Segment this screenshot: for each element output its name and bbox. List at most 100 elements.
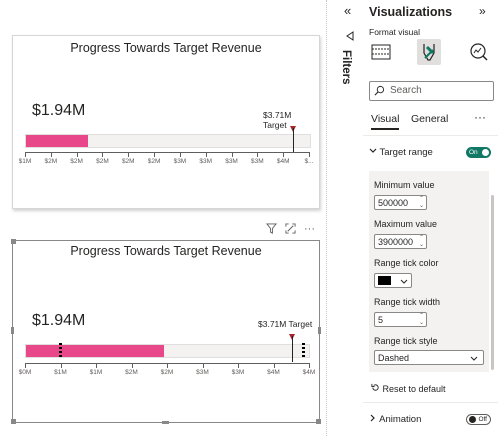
x-axis-tick-label: $1M: [18, 158, 32, 165]
format-visual-icon[interactable]: [417, 39, 441, 65]
tick-color-label: Range tick color: [374, 258, 439, 268]
chart-title: Progress Towards Target Revenue: [70, 244, 262, 258]
analytics-icon[interactable]: [467, 39, 491, 65]
bullet-chart-visual-2[interactable]: Progress Towards Target Revenue $1.94M $…: [11, 239, 321, 424]
resize-handle[interactable]: [316, 419, 321, 424]
search-icon: [374, 85, 385, 99]
build-visual-icon[interactable]: [369, 39, 393, 65]
focus-mode-icon[interactable]: [285, 223, 296, 237]
color-swatch: [378, 276, 391, 285]
bullet-chart-visual-1[interactable]: Progress Towards Target Revenue $1.94M $…: [12, 35, 320, 209]
resize-handle[interactable]: [11, 327, 14, 334]
chart-title: Progress Towards Target Revenue: [70, 41, 262, 55]
pane-scrollbar[interactable]: [491, 195, 494, 370]
target-value-label: $3.71M Target: [258, 319, 313, 329]
min-value-input[interactable]: 500000 ⌃ ⌄: [374, 195, 427, 210]
x-axis-tick: [257, 152, 259, 157]
x-axis-tick-label: $2M: [121, 158, 135, 165]
chevron-down-icon: [400, 277, 408, 287]
actual-bar[interactable]: [26, 345, 164, 357]
actual-bar[interactable]: [26, 135, 88, 147]
pane-title: Visualizations: [369, 5, 453, 19]
x-axis-tick: [238, 363, 239, 368]
search-input[interactable]: Search: [369, 81, 494, 101]
filters-arrow-icon: [345, 28, 354, 46]
chevron-down-icon: [470, 354, 478, 364]
divider: [363, 402, 498, 403]
x-axis-tick: [128, 152, 130, 157]
x-axis-tick: [205, 152, 207, 157]
range-min-tick: [59, 343, 62, 357]
actual-value-label: $1.94M: [32, 312, 86, 329]
max-value-input[interactable]: 3900000 ⌃ ⌄: [374, 234, 427, 249]
reset-to-default-link[interactable]: Reset to default: [371, 383, 446, 394]
target-line: [293, 128, 294, 152]
tick-width-input[interactable]: 5 ⌃ ⌄: [374, 312, 427, 327]
x-axis-tick: [60, 363, 62, 368]
x-axis-tick-label: $4M: [302, 369, 316, 376]
x-axis-tick: [25, 152, 26, 157]
report-canvas: Progress Towards Target Revenue $1.94M $…: [11, 35, 321, 424]
target-value-label: $3.71M Target: [263, 110, 292, 130]
x-axis-tick: [202, 363, 204, 368]
chevron-down-icon: [369, 147, 379, 158]
max-value-label: Maximum value: [374, 219, 438, 229]
x-axis-tick: [273, 363, 275, 368]
actual-value-label: $1.94M: [32, 102, 86, 119]
tick-style-dropdown[interactable]: Dashed: [374, 350, 484, 365]
x-axis-tick-label: $2M: [147, 158, 161, 165]
x-axis-tick-label: $4M: [276, 158, 290, 165]
x-axis-tick-label: $3M: [173, 158, 187, 165]
stepper-icon[interactable]: ⌃ ⌄: [418, 196, 424, 209]
chevron-right-icon: [369, 414, 379, 425]
reset-icon: [371, 383, 383, 394]
target-range-section[interactable]: Target range: [369, 147, 433, 158]
resize-handle[interactable]: [162, 421, 169, 424]
x-axis-tick-label: $0M: [18, 369, 32, 376]
more-options-icon[interactable]: ···: [304, 223, 315, 235]
tab-visual[interactable]: Visual: [371, 113, 400, 130]
x-axis-tick-label: $...: [304, 158, 314, 165]
animation-toggle[interactable]: Off: [466, 414, 491, 425]
x-axis-tick-label: $4M: [267, 369, 280, 376]
x-axis-tick: [96, 363, 97, 368]
collapse-pane-icon[interactable]: »: [479, 4, 486, 18]
x-axis: [25, 152, 309, 153]
stepper-icon[interactable]: ⌃ ⌄: [418, 313, 424, 326]
stepper-icon[interactable]: ⌃ ⌄: [418, 235, 424, 248]
x-axis-tick-label: $1M: [54, 369, 67, 376]
resize-handle[interactable]: [11, 239, 16, 244]
min-value-label: Minimum value: [374, 180, 435, 190]
x-axis-tick: [131, 363, 133, 368]
x-axis-tick: [309, 152, 310, 157]
format-visual-label: Format visual: [369, 27, 421, 37]
resize-handle[interactable]: [318, 327, 321, 334]
x-axis-tick: [154, 152, 156, 157]
x-axis-tick: [167, 363, 168, 368]
x-axis-tick-label: $3M: [231, 369, 245, 376]
target-line: [292, 336, 293, 362]
search-placeholder: Search: [390, 85, 422, 96]
filters-pane-collapsed[interactable]: « Filters: [336, 0, 364, 436]
more-options-icon[interactable]: ···: [474, 110, 486, 124]
x-axis-tick-label: $3M: [225, 158, 238, 165]
tab-general[interactable]: General: [411, 113, 449, 125]
resize-handle[interactable]: [11, 419, 16, 424]
x-axis-tick: [76, 152, 78, 157]
x-axis-tick: [25, 363, 26, 368]
x-axis-tick-label: $2M: [70, 158, 83, 165]
x-axis-tick-label: $3M: [196, 369, 209, 376]
target-range-toggle[interactable]: On: [466, 147, 491, 158]
divider: [363, 135, 498, 136]
x-axis-tick: [50, 152, 52, 157]
tick-color-picker[interactable]: [374, 273, 412, 288]
filters-label: Filters: [340, 50, 352, 85]
x-axis-tick-label: $1M: [89, 369, 103, 376]
x-axis-tick: [179, 152, 181, 157]
x-axis-tick-label: $2M: [125, 369, 138, 376]
expand-filters-icon[interactable]: «: [344, 3, 352, 18]
target-range-settings: Minimum value 500000 ⌃ ⌄ Maximum value 39…: [369, 171, 489, 372]
x-axis-tick: [102, 152, 104, 157]
filter-icon[interactable]: [265, 223, 278, 237]
animation-section[interactable]: Animation: [369, 414, 421, 425]
